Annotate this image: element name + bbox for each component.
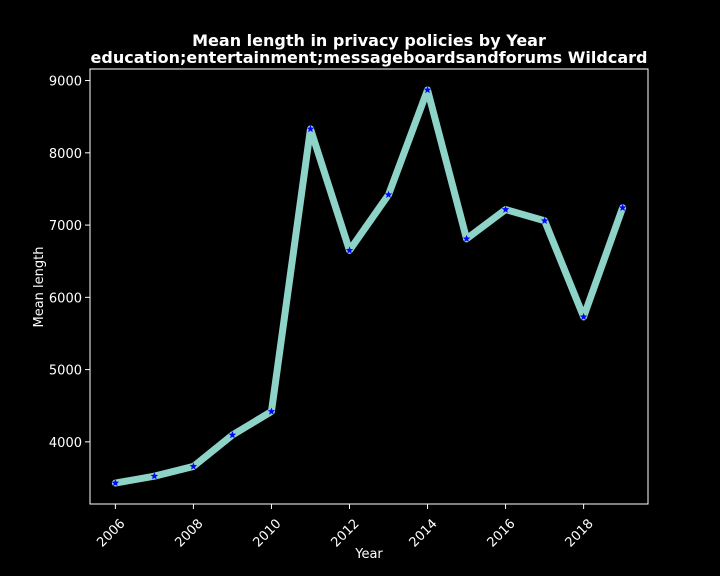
data-point-marker <box>150 472 159 480</box>
y-tick-label: 5000 <box>49 364 82 379</box>
data-point-marker <box>306 124 315 133</box>
data-point-marker <box>462 234 471 243</box>
axes-frame <box>89 68 649 505</box>
plot-area <box>111 85 627 487</box>
data-point-marker <box>540 216 549 224</box>
y-axis-label: Mean length <box>32 247 47 328</box>
y-tick-label: 8000 <box>49 147 82 162</box>
data-point-marker <box>228 430 237 439</box>
chart-title: Mean length in privacy policies by Year <box>192 31 546 50</box>
y-axis-ticks: 4000 5000 6000 7000 8000 9000 <box>49 75 90 451</box>
y-tick-label: 9000 <box>49 75 82 90</box>
data-point-marker <box>111 479 120 487</box>
data-point-marker <box>579 312 588 321</box>
data-point-marker <box>189 462 198 470</box>
y-tick-label: 4000 <box>49 436 82 451</box>
data-point-marker <box>501 205 510 213</box>
data-point-marker <box>345 246 354 254</box>
series-line <box>111 86 627 487</box>
data-point-marker <box>384 190 393 198</box>
chart-subtitle: education;entertainment;messageboardsand… <box>91 48 648 67</box>
y-tick-label: 7000 <box>49 219 82 234</box>
data-point-marker <box>423 85 432 94</box>
x-axis-label: Year <box>354 547 383 562</box>
data-point-marker <box>618 203 627 211</box>
data-point-marker <box>267 407 276 415</box>
y-tick-label: 6000 <box>49 291 82 306</box>
